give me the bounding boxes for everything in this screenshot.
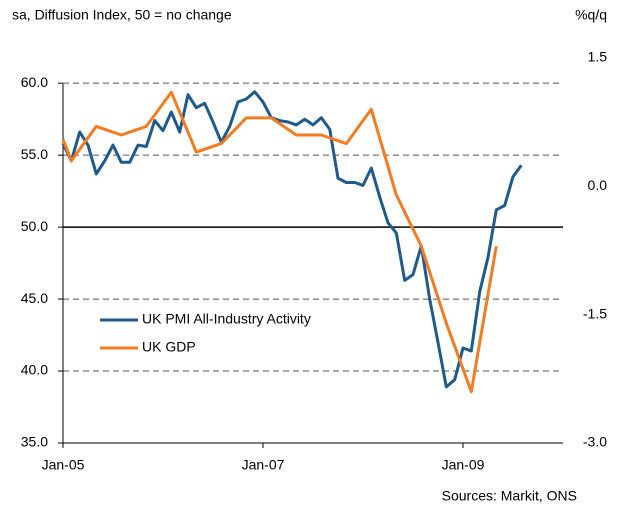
x-tick-label: Jan-07 <box>242 457 285 473</box>
y-tick-label: 40.0 <box>21 362 48 378</box>
series-line <box>61 90 498 394</box>
x-tick-label: Jan-05 <box>42 457 85 473</box>
y2-tick-label: -3.0 <box>583 434 607 450</box>
y-tick-label: 50.0 <box>21 218 48 234</box>
y2-tick-label: 1.5 <box>588 49 608 65</box>
y2-label: %q/q <box>575 7 607 23</box>
legend-label: UK PMI All-Industry Activity <box>142 311 311 327</box>
y-tick-label: 45.0 <box>21 290 48 306</box>
y-tick-label: 35.0 <box>21 434 48 450</box>
legend-label: UK GDP <box>142 339 196 355</box>
source: Sources: Markit, ONS <box>442 488 577 504</box>
y-tick-label: 60.0 <box>21 74 48 90</box>
x-tick-label: Jan-09 <box>442 457 485 473</box>
series-line <box>61 90 523 389</box>
y2-tick-label: 0.0 <box>588 177 608 193</box>
subtitle: sa, Diffusion Index, 50 = no change <box>12 7 232 23</box>
y-tick-label: 55.0 <box>21 146 48 162</box>
y2-tick-label: -1.5 <box>583 305 607 321</box>
